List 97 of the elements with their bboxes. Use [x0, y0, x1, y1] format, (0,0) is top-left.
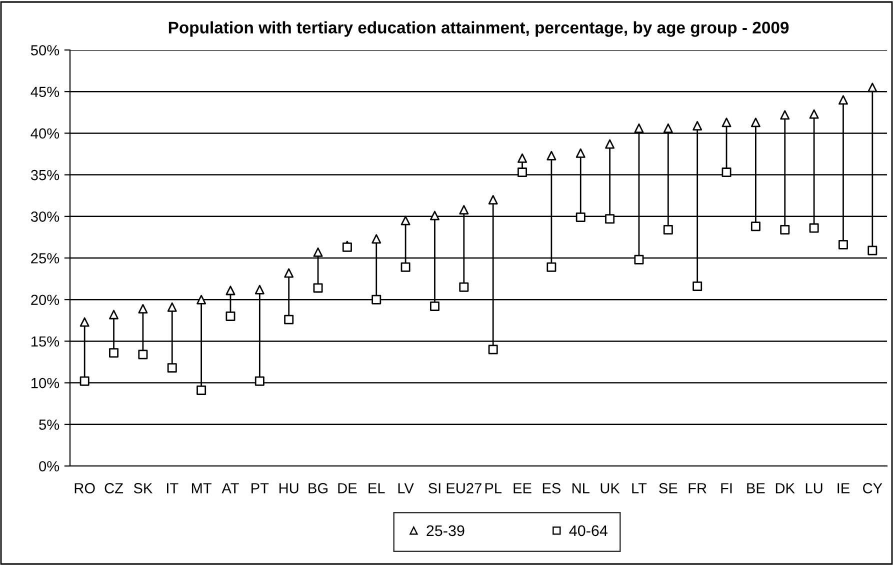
y-tick-label: 35%	[30, 170, 60, 180]
point	[780, 224, 790, 234]
point	[430, 210, 440, 220]
point	[372, 294, 382, 304]
x-tick-label: FI	[721, 483, 732, 494]
point	[226, 286, 236, 296]
point	[196, 294, 206, 304]
point	[750, 118, 760, 128]
x-tick-label: RO	[74, 483, 95, 494]
point	[313, 283, 323, 293]
point	[722, 168, 732, 178]
x-tick-label: CZ	[104, 483, 124, 494]
point	[488, 195, 498, 205]
point	[663, 123, 673, 133]
point	[109, 310, 119, 320]
point	[809, 109, 819, 119]
y-tick-label: 25%	[31, 253, 60, 264]
point	[284, 314, 294, 324]
y-tick-label: 50%	[30, 45, 60, 56]
point	[459, 282, 469, 292]
point	[109, 348, 119, 358]
point	[313, 247, 323, 257]
x-tick-label: DK	[776, 483, 795, 494]
x-tick-label: PL	[485, 483, 502, 494]
point	[605, 139, 615, 149]
legend-label: 25-39	[426, 525, 464, 536]
x-tick-label: BE	[747, 483, 765, 494]
x-tick-label: NL	[572, 483, 590, 494]
point	[722, 118, 732, 128]
point	[372, 234, 382, 244]
x-tick-label: SE	[659, 483, 678, 494]
point	[80, 376, 90, 386]
y-tick-label: 40%	[30, 128, 60, 139]
y-tick-label: 15%	[32, 336, 60, 347]
point	[518, 153, 528, 163]
x-tick-label: LT	[632, 483, 647, 494]
point	[254, 376, 264, 386]
point	[692, 120, 702, 130]
point	[400, 216, 410, 226]
point	[692, 282, 702, 292]
x-tick-label: EL	[368, 483, 385, 494]
x-tick-label: BG	[308, 483, 328, 494]
x-tick-label: LU	[806, 483, 822, 494]
point	[838, 240, 848, 250]
point	[634, 123, 644, 133]
point	[342, 242, 352, 252]
point	[838, 95, 848, 105]
x-tick-label: MT	[192, 483, 212, 494]
x-tick-label: IE	[838, 483, 850, 494]
y-tick-label: 30%	[30, 212, 60, 222]
x-tick-label: HU	[280, 483, 298, 494]
point	[430, 302, 440, 311]
x-tick-label: EE	[514, 483, 532, 494]
point	[167, 302, 177, 312]
point	[576, 212, 586, 222]
point	[400, 262, 410, 272]
point	[226, 311, 236, 321]
x-tick-label: FR	[688, 483, 706, 494]
y-tick-label: 10%	[32, 378, 60, 388]
x-tick-label: DE	[338, 483, 357, 494]
x-tick-label: IT	[166, 483, 178, 494]
point	[138, 304, 148, 314]
y-tick-label: 0%	[39, 461, 60, 472]
y-tick-label: 20%	[31, 294, 60, 306]
point	[167, 363, 177, 373]
point	[605, 214, 615, 224]
point	[809, 223, 819, 233]
point	[750, 222, 760, 232]
point	[868, 246, 878, 256]
chart-title: Population with tertiary education attainment, percentage, by age group - 2009	[168, 21, 789, 37]
point	[196, 386, 206, 396]
point	[459, 205, 469, 214]
point	[518, 168, 528, 178]
legend-label: 40-64	[569, 525, 608, 536]
x-tick-label: EU27	[446, 483, 482, 494]
x-tick-label: LV	[398, 483, 414, 494]
point	[284, 268, 294, 278]
y-tick-label: 45%	[30, 86, 60, 98]
x-tick-label: CY	[863, 483, 882, 494]
point	[576, 148, 586, 158]
x-tick-label: UK	[600, 483, 620, 494]
point	[80, 317, 90, 327]
point	[868, 82, 878, 92]
point	[780, 110, 790, 120]
x-tick-label: SI	[428, 483, 440, 494]
point	[546, 150, 556, 160]
y-tick-label: 5%	[39, 420, 60, 430]
x-tick-label: PT	[252, 483, 269, 494]
x-tick-label: AT	[222, 483, 239, 494]
point	[488, 344, 498, 354]
point	[254, 284, 264, 294]
x-tick-label: ES	[542, 483, 561, 494]
point	[634, 254, 644, 264]
point	[663, 224, 673, 234]
x-tick-label: SK	[134, 483, 153, 494]
point	[138, 350, 148, 360]
point	[546, 262, 556, 272]
